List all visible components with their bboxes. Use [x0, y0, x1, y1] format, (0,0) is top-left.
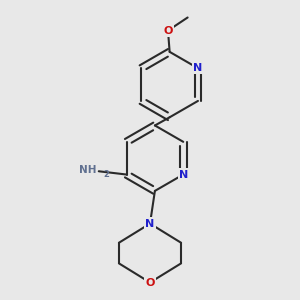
- Text: NH: NH: [79, 165, 96, 175]
- Text: O: O: [163, 26, 173, 36]
- Text: N: N: [146, 219, 154, 229]
- Text: 2: 2: [103, 170, 109, 179]
- Text: O: O: [145, 278, 155, 287]
- Text: N: N: [178, 169, 188, 179]
- Text: N: N: [193, 63, 203, 73]
